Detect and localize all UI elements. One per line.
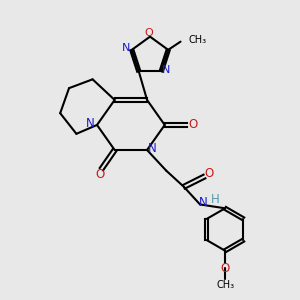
Text: O: O [144,28,153,38]
Text: CH₃: CH₃ [216,280,234,290]
Text: N: N [86,117,95,130]
Text: O: O [188,118,197,131]
Text: N: N [162,65,171,75]
Text: O: O [205,167,214,180]
Text: O: O [220,262,230,275]
Text: O: O [95,168,105,181]
Text: N: N [199,196,208,209]
Text: N: N [148,142,157,155]
Text: H: H [211,193,220,206]
Text: N: N [122,44,131,53]
Text: CH₃: CH₃ [189,35,207,45]
